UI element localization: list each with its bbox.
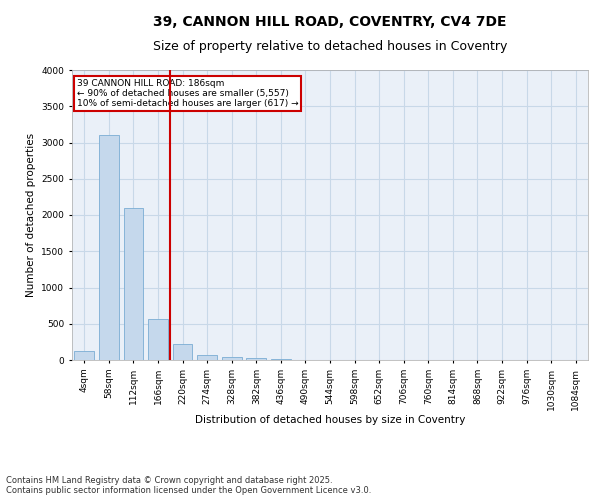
Text: 39 CANNON HILL ROAD: 186sqm
← 90% of detached houses are smaller (5,557)
10% of : 39 CANNON HILL ROAD: 186sqm ← 90% of det… bbox=[77, 78, 299, 108]
Bar bbox=[173, 344, 193, 360]
Bar bbox=[74, 350, 94, 360]
X-axis label: Distribution of detached houses by size in Coventry: Distribution of detached houses by size … bbox=[195, 416, 465, 426]
Bar bbox=[197, 355, 217, 360]
Bar bbox=[124, 208, 143, 360]
Text: 39, CANNON HILL ROAD, COVENTRY, CV4 7DE: 39, CANNON HILL ROAD, COVENTRY, CV4 7DE bbox=[153, 15, 507, 29]
Y-axis label: Number of detached properties: Number of detached properties bbox=[26, 133, 36, 297]
Bar bbox=[247, 358, 266, 360]
Bar bbox=[271, 359, 290, 360]
Text: Size of property relative to detached houses in Coventry: Size of property relative to detached ho… bbox=[153, 40, 507, 53]
Bar bbox=[222, 357, 242, 360]
Bar bbox=[99, 135, 119, 360]
Bar bbox=[148, 318, 168, 360]
Text: Contains HM Land Registry data © Crown copyright and database right 2025.
Contai: Contains HM Land Registry data © Crown c… bbox=[6, 476, 371, 495]
